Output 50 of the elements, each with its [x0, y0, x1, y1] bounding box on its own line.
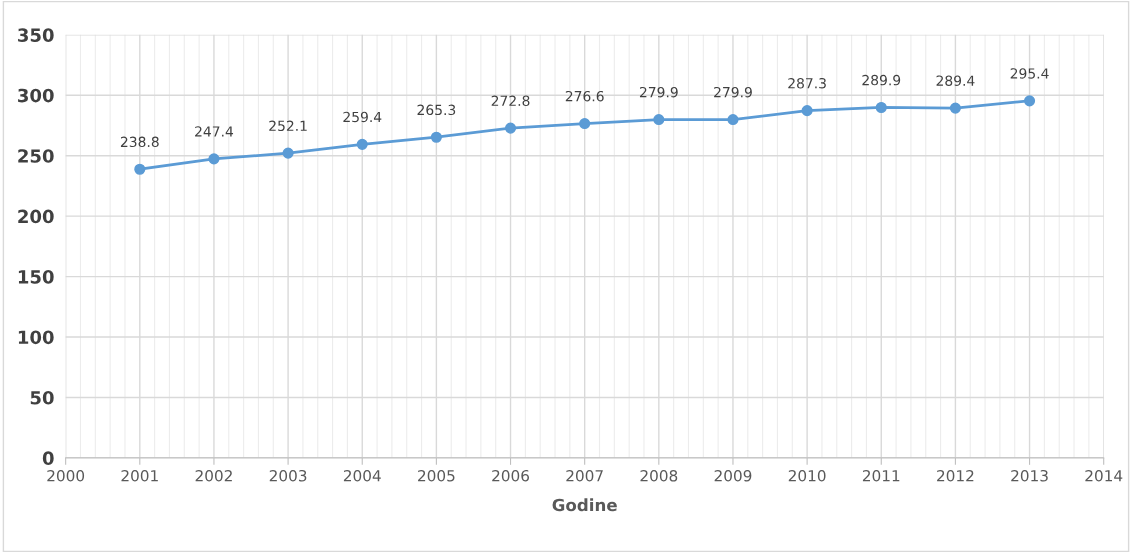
- y-tick-label: 200: [18, 209, 54, 224]
- y-tick-label: 300: [18, 88, 54, 103]
- x-tick-label: 2010: [788, 469, 826, 482]
- point: [504, 122, 517, 134]
- point: [579, 118, 591, 130]
- x-tick-label: 2013: [1011, 469, 1048, 482]
- y-tick-label: 150: [18, 270, 54, 284]
- point: [1023, 95, 1036, 107]
- data-label: 295.4: [1010, 68, 1049, 79]
- x-tick-label: 2004: [343, 469, 381, 482]
- point: [208, 153, 220, 165]
- data-label: 276.6: [565, 90, 604, 102]
- y-tick-label: 50: [30, 390, 54, 405]
- point: [801, 105, 813, 117]
- point: [727, 114, 739, 126]
- data-label: 252.1: [269, 120, 307, 132]
- x-tick-label: 2012: [937, 469, 974, 482]
- x-tick-label: 2002: [195, 469, 232, 482]
- data-label: 289.9: [862, 74, 901, 86]
- data-label: 238.8: [120, 136, 159, 148]
- x-tick-label: 2008: [640, 469, 678, 482]
- point: [949, 102, 961, 114]
- data-label: 289.4: [936, 75, 975, 86]
- x-tick-label: 2000: [47, 469, 85, 482]
- point: [653, 114, 665, 126]
- x-tick-label: 2006: [492, 469, 530, 482]
- data-label: 272.8: [491, 95, 530, 107]
- x-tick-label: 2001: [121, 469, 158, 482]
- point: [875, 101, 887, 114]
- y-tick-label: 0: [42, 451, 54, 465]
- y-tick-label: 250: [18, 149, 54, 163]
- data-label: 259.4: [343, 111, 382, 123]
- x-tick-label: 2011: [862, 469, 900, 482]
- point: [282, 147, 294, 159]
- y-tick-label: 350: [18, 28, 54, 42]
- point: [430, 131, 442, 143]
- point: [134, 163, 146, 175]
- y-tick-label: 100: [18, 330, 54, 345]
- x-tick-label: 2005: [418, 469, 455, 482]
- x-tick-label: 2009: [714, 469, 752, 482]
- data-label: 247.4: [195, 126, 234, 137]
- data-label: 287.3: [788, 77, 826, 89]
- x-tick-label: 2007: [566, 469, 603, 482]
- data-label: 279.9: [714, 86, 752, 98]
- x-axis-title: Godine: [552, 498, 617, 512]
- x-tick-label: 2003: [269, 469, 307, 482]
- point: [356, 138, 368, 150]
- data-label: 279.9: [639, 86, 678, 98]
- data-label: 265.3: [417, 104, 456, 116]
- x-tick-label: 2014: [1085, 469, 1123, 482]
